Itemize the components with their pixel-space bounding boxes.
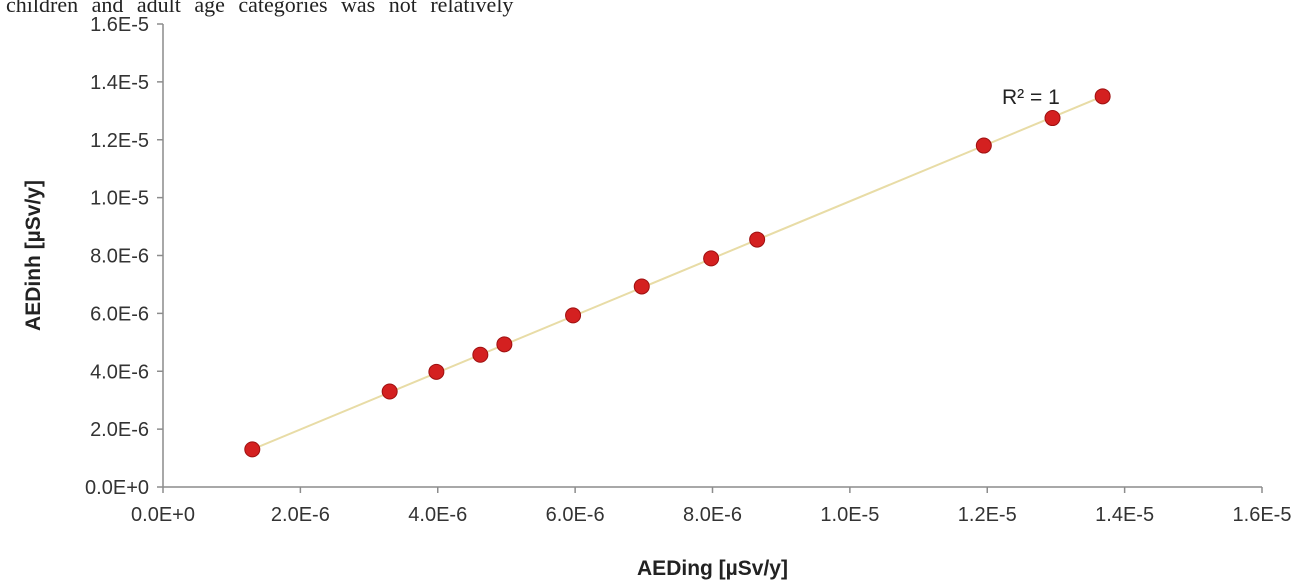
data-point (1094, 88, 1111, 105)
x-axis-title: AEDing [µSv/y] (637, 557, 788, 580)
x-tick-label: 1.2E-5 (958, 504, 1017, 526)
y-tick-label: 4.0E-6 (90, 361, 149, 383)
x-tick-label: 1.6E-5 (1233, 504, 1292, 526)
y-tick-label: 0.0E+0 (85, 477, 149, 499)
trendline (251, 95, 1104, 451)
data-point (703, 250, 720, 267)
x-tick-label: 1.4E-5 (1095, 504, 1154, 526)
data-point (975, 137, 992, 154)
data-point (749, 231, 766, 248)
y-axis-title: AEDinh [µSv/y] (22, 180, 45, 331)
data-point (472, 346, 489, 363)
y-tick-label: 2.0E-6 (90, 419, 149, 441)
x-tick-label: 8.0E-6 (683, 504, 742, 526)
y-tick-label: 1.4E-5 (90, 72, 149, 94)
data-point (244, 441, 261, 458)
y-tick-label: 6.0E-6 (90, 303, 149, 325)
data-point (633, 278, 650, 295)
x-tick-label: 6.0E-6 (546, 504, 605, 526)
data-point (565, 307, 582, 324)
y-tick-labels: 0.0E+0 2.0E-6 4.0E-6 6.0E-6 8.0E-6 1.0E-5 1.2E… (85, 14, 163, 499)
data-point (496, 336, 513, 353)
r-squared-annotation: R² = 1 (1002, 86, 1060, 109)
x-tick-labels: 0.0E+0 2.0E-6 4.0E-6 6.0E-6 8.0E-6 1.0E-5 1.2E… (131, 487, 1291, 526)
y-tick-label: 8.0E-6 (90, 246, 149, 268)
x-tick-label: 1.0E-5 (820, 504, 879, 526)
data-point (381, 383, 398, 400)
page-caption-text: children and adult age categories was no… (6, 0, 514, 17)
x-tick-label: 2.0E-6 (271, 504, 330, 526)
x-tick-label: 0.0E+0 (131, 504, 195, 526)
y-tick-label: 1.6E-5 (90, 14, 149, 36)
y-tick-label: 1.0E-5 (90, 188, 149, 210)
data-point (1044, 110, 1061, 127)
data-points (244, 88, 1111, 458)
x-tick-label: 4.0E-6 (408, 504, 467, 526)
data-point (428, 363, 445, 380)
y-tick-label: 1.2E-5 (90, 130, 149, 152)
